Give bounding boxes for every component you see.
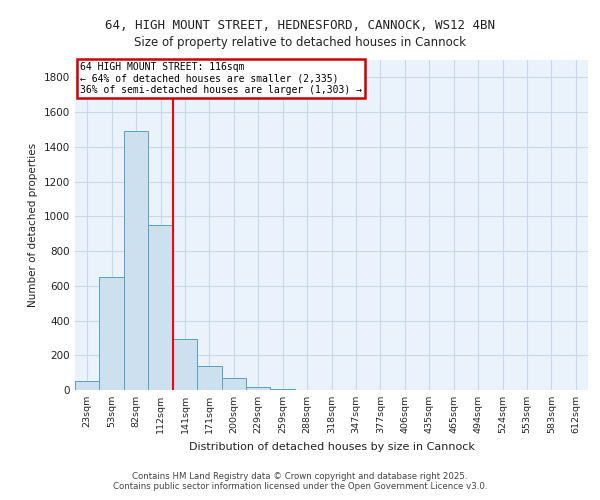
Bar	[246, 386, 271, 390]
Text: Size of property relative to detached houses in Cannock: Size of property relative to detached ho…	[134, 36, 466, 49]
Text: 64, HIGH MOUNT STREET, HEDNESFORD, CANNOCK, WS12 4BN: 64, HIGH MOUNT STREET, HEDNESFORD, CANNO…	[105, 19, 495, 32]
Y-axis label: Number of detached properties: Number of detached properties	[28, 143, 38, 307]
Bar	[75, 382, 100, 390]
Bar	[271, 389, 295, 390]
Text: 64 HIGH MOUNT STREET: 116sqm
← 64% of detached houses are smaller (2,335)
36% of: 64 HIGH MOUNT STREET: 116sqm ← 64% of de…	[80, 62, 362, 95]
Bar	[124, 131, 148, 390]
Bar	[100, 277, 124, 390]
Text: Contains HM Land Registry data © Crown copyright and database right 2025.: Contains HM Land Registry data © Crown c…	[132, 472, 468, 481]
Bar	[221, 378, 246, 390]
X-axis label: Distribution of detached houses by size in Cannock: Distribution of detached houses by size …	[188, 442, 475, 452]
Bar	[148, 225, 173, 390]
Bar	[173, 339, 197, 390]
Bar	[197, 366, 221, 390]
Text: Contains public sector information licensed under the Open Government Licence v3: Contains public sector information licen…	[113, 482, 487, 491]
